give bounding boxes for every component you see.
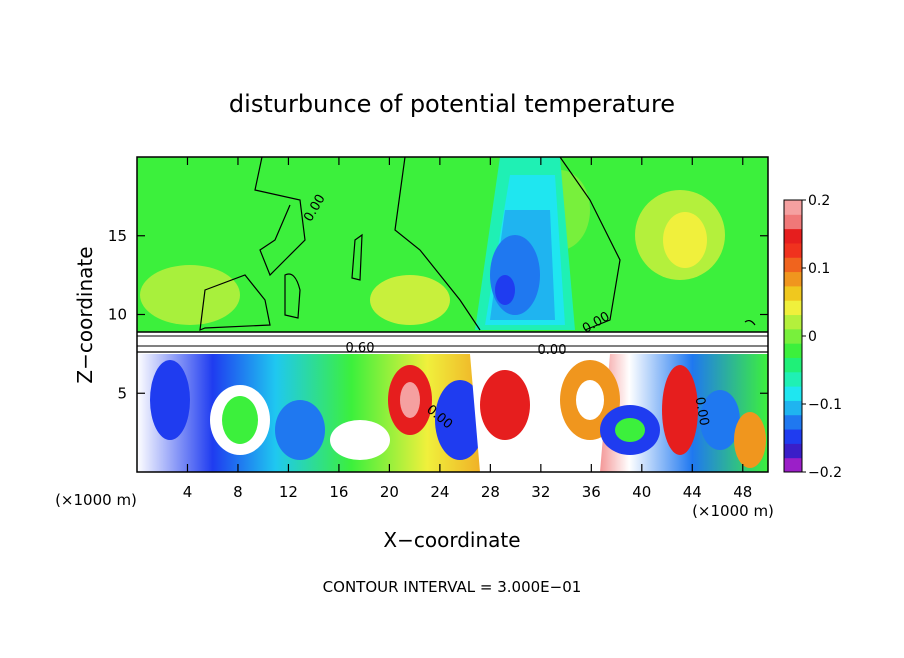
colorbar-segment [784,285,802,301]
x-tick-label: 8 [233,483,243,501]
colorbar-segment [784,414,802,430]
x-tick-label: 20 [380,483,399,501]
colorbar-segment [784,386,802,401]
colorbar-segment [784,314,802,330]
colorbar-segment [784,357,802,373]
contour-interval-footer: CONTOUR INTERVAL = 3.000E−01 [323,578,582,596]
y-tick-label: 5 [117,384,127,402]
x-tick-label: 12 [279,483,298,501]
chart-title: disturbunce of potential temperature [229,90,675,118]
contour-label: 0.60 [346,341,375,356]
y-axis: 5 10 15 [108,227,768,402]
x-tick-label: 24 [430,483,449,501]
colorbar-tick-label: 0.2 [808,193,830,209]
colorbar-segment [784,271,802,287]
contour-label: 0.00 [692,396,712,427]
inversion-band [137,332,768,354]
colorbar-tick-label: 0.1 [808,261,830,277]
x-tick-label: 28 [481,483,500,501]
y-tick-label: 10 [108,306,127,324]
x-unit-label-left: (×1000 m) [55,491,137,509]
colorbar-segment [784,228,802,244]
y-tick-label: 15 [108,227,127,245]
contour-label: 0.00 [538,343,567,358]
heatmap-field [137,157,768,472]
x-tick-label: 4 [183,483,193,501]
colorbar: 0.2 0.1 0 −0.1 −0.2 [783,193,842,481]
x-axis-label: X−coordinate [383,528,520,552]
x-unit-label-right: (×1000 m) [692,502,774,520]
colorbar-segment [784,429,802,444]
x-tick-label: 44 [683,483,702,501]
colorbar-segment [784,214,802,230]
upper-cold-core [490,235,540,315]
colorbar-segment [784,242,802,258]
x-tick-label: 40 [632,483,651,501]
colorbar-segment [784,343,802,358]
upper-warm-patch [140,265,240,325]
colorbar-tick-label: −0.2 [808,465,842,481]
colorbar-segment [784,443,802,459]
colorbar-segment [784,200,802,215]
x-tick-label: 36 [582,483,601,501]
upper-cold-core [495,275,515,305]
colorbar-segment [784,400,802,416]
colorbar-tick-label: −0.1 [808,397,842,413]
upper-warm-patch [370,275,450,325]
x-tick-label: 48 [733,483,752,501]
colorbar-segment [784,300,802,316]
colorbar-segment [784,257,802,273]
contour-lines [199,157,756,331]
colorbar-segment [784,371,802,387]
x-tick-label: 16 [329,483,348,501]
colorbar-segment [784,328,802,344]
x-axis: 4 8 12 16 20 24 28 32 36 40 44 48 [183,157,752,501]
x-tick-label: 32 [531,483,550,501]
y-axis-label: Z−coordinate [73,246,97,383]
colorbar-segment [784,457,802,473]
colorbar-tick-label: 0 [808,329,817,345]
upper-warm-patch [663,212,707,268]
turbulent-eddies [150,354,766,472]
